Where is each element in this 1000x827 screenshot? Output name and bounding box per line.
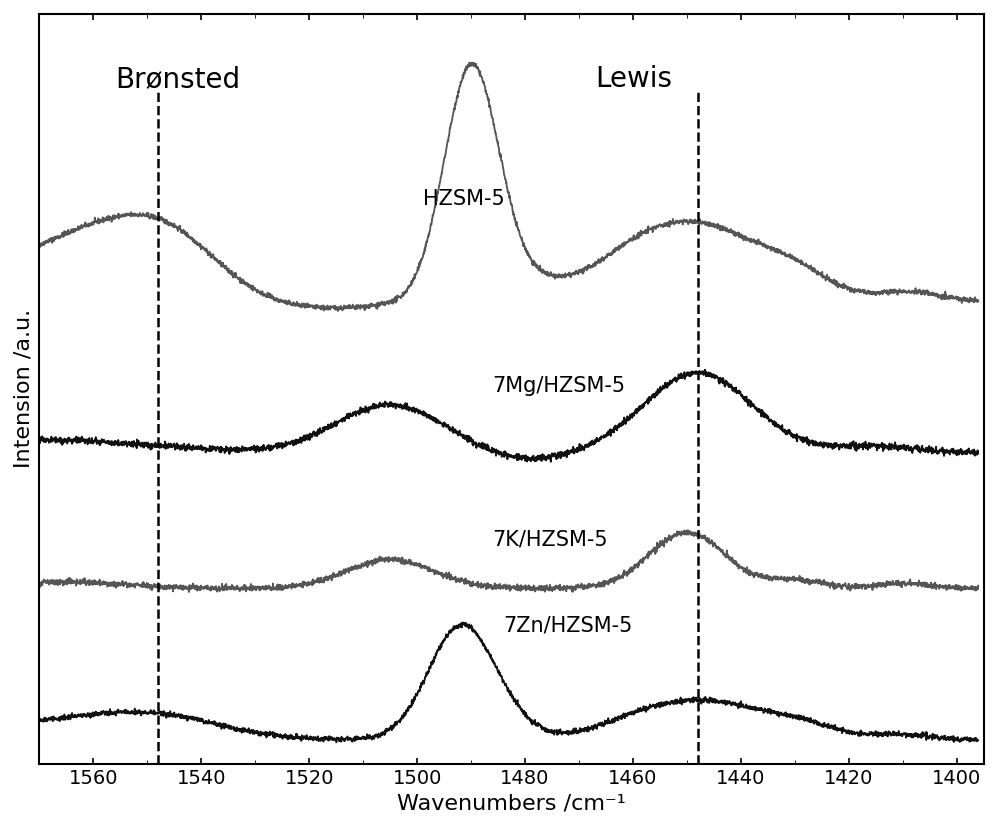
Y-axis label: Intension /a.u.: Intension /a.u. (14, 309, 34, 468)
Text: Lewis: Lewis (595, 65, 672, 93)
Text: 7K/HZSM-5: 7K/HZSM-5 (493, 529, 608, 549)
Text: HZSM-5: HZSM-5 (423, 189, 504, 209)
Text: 7Mg/HZSM-5: 7Mg/HZSM-5 (493, 376, 626, 396)
Text: Brønsted: Brønsted (115, 65, 240, 93)
X-axis label: Wavenumbers /cm⁻¹: Wavenumbers /cm⁻¹ (397, 793, 626, 813)
Text: 7Zn/HZSM-5: 7Zn/HZSM-5 (503, 615, 633, 635)
